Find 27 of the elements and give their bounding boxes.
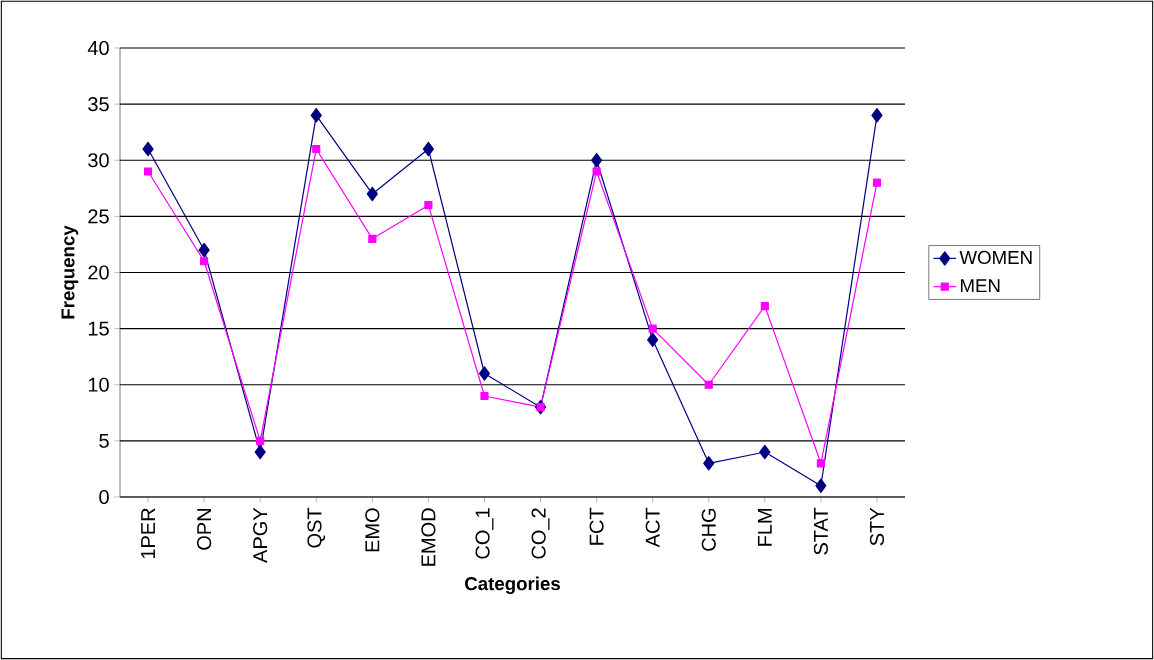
x-tick-label: FCT	[589, 507, 604, 545]
x-tick-label: EMOD	[421, 508, 436, 566]
y-tick-label: 20	[88, 265, 109, 280]
y-tick-label: 15	[88, 321, 109, 336]
legend-label: MEN	[960, 279, 1000, 293]
y-axis-title: Frequency	[61, 225, 79, 319]
x-tick-label: CO_1	[475, 508, 494, 559]
x-tick-label: QST	[307, 507, 326, 548]
x-axis-title: Categories	[465, 576, 560, 595]
y-tick-label: 25	[88, 209, 109, 224]
y-tick-label: 30	[88, 153, 109, 168]
y-tick-label: 5	[99, 433, 109, 448]
x-tick-label: EMO	[365, 508, 380, 552]
x-tick-label: STY	[869, 507, 885, 546]
x-tick-label: ACT	[645, 507, 660, 548]
y-tick-label: 0	[99, 489, 109, 505]
y-tick-label: 10	[88, 377, 109, 392]
y-tick-label: 35	[88, 97, 109, 112]
x-tick-label: FLM	[757, 509, 772, 546]
x-tick-label: APGY	[253, 507, 268, 563]
legend-label: WOMEN	[959, 250, 1032, 265]
x-tick-label: 1PER	[141, 508, 155, 559]
x-tick-label: OPN	[197, 509, 212, 550]
x-tick-label: CO_2	[531, 508, 550, 559]
x-tick-label: CHG	[701, 508, 716, 551]
y-tick-label: 40	[87, 40, 109, 56]
x-tick-label: STAT	[813, 507, 828, 555]
